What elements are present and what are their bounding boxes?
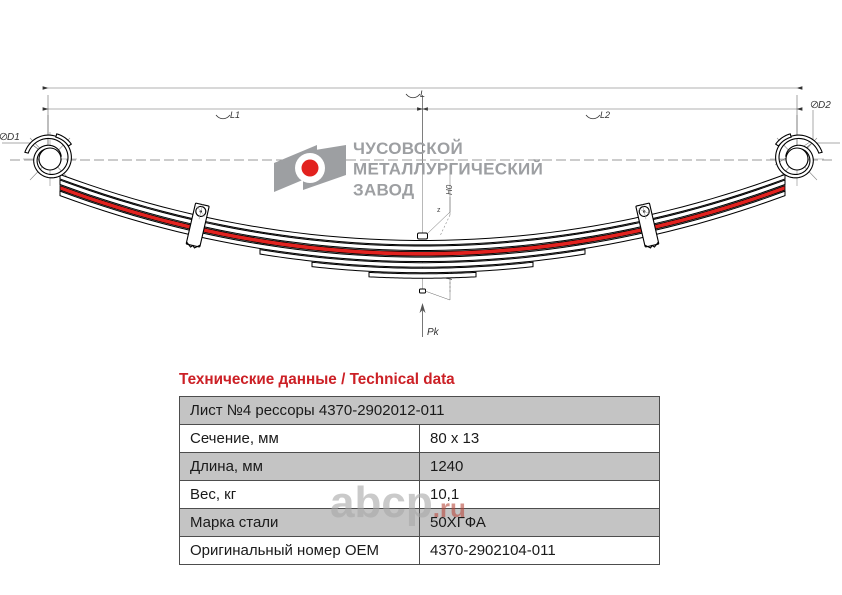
- svg-text:D1: D1: [7, 132, 20, 143]
- svg-text:Pk: Pk: [427, 327, 440, 338]
- svg-text:ЗАВОД: ЗАВОД: [353, 181, 414, 200]
- svg-text:H0: H0: [445, 184, 454, 195]
- svg-text:ЧУСОВСКОЙ: ЧУСОВСКОЙ: [353, 139, 463, 158]
- svg-text:D2: D2: [818, 100, 831, 111]
- svg-text:L1: L1: [230, 110, 240, 120]
- svg-text:L2: L2: [600, 110, 610, 120]
- svg-text:МЕТАЛЛУРГИЧЕСКИЙ: МЕТАЛЛУРГИЧЕСКИЙ: [353, 160, 543, 179]
- svg-text:z: z: [437, 207, 441, 214]
- svg-text:L: L: [420, 89, 425, 99]
